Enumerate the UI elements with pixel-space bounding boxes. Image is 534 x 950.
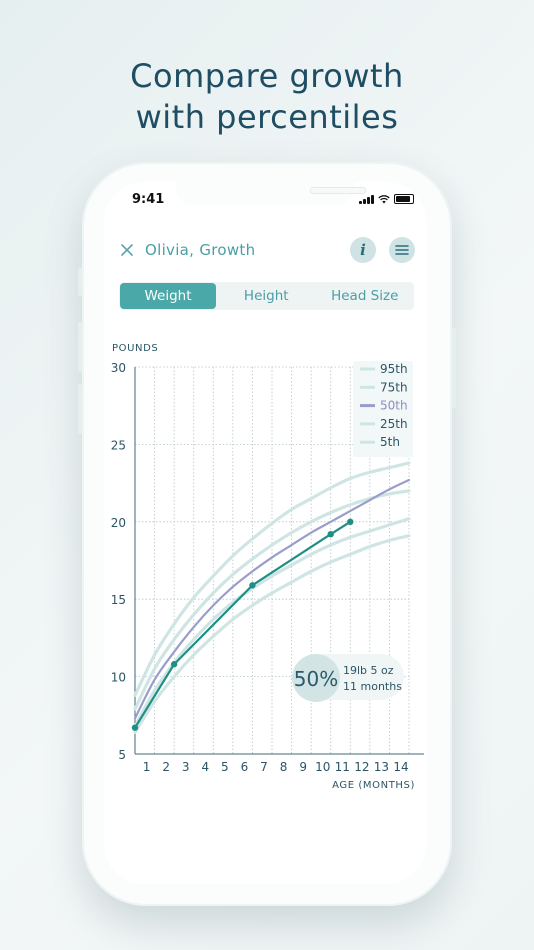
phone-side-button <box>78 384 82 434</box>
hamburger-menu-icon <box>395 245 409 255</box>
phone-side-button <box>78 268 82 296</box>
measurement-tabs: Weight Height Head Size <box>119 282 414 310</box>
x-tick-label: 3 <box>182 760 190 774</box>
x-tick-label: 11 <box>335 760 350 774</box>
top-bar: Olivia, Growth i <box>104 234 426 264</box>
callout-age: 11 months <box>343 680 402 693</box>
child-data-point <box>170 661 178 668</box>
x-tick-label: 7 <box>260 760 268 774</box>
percentile-curve-50th <box>133 478 411 720</box>
y-tick-label: 20 <box>111 516 126 530</box>
x-tick-label: 8 <box>280 760 288 774</box>
x-tick-label: 6 <box>241 760 249 774</box>
percentile-curve-25th <box>133 517 411 728</box>
y-axis-label: POUNDS <box>112 343 158 354</box>
percentile-curve-75th <box>133 489 411 711</box>
page-title: Olivia, Growth <box>145 241 256 259</box>
y-tick-label: 15 <box>111 593 126 607</box>
callout-percent-circle <box>292 654 340 702</box>
headline-line-1: Compare growth <box>130 57 404 95</box>
legend-background <box>353 361 413 457</box>
tab-height[interactable]: Height <box>243 288 289 304</box>
x-tick-label: 12 <box>354 760 369 774</box>
child-data-point <box>327 530 334 538</box>
info-button[interactable]: i <box>350 237 376 263</box>
x-tick-label: 14 <box>393 760 408 774</box>
y-tick-label: 5 <box>118 748 126 762</box>
close-icon[interactable] <box>120 243 134 257</box>
child-data-point <box>131 724 139 731</box>
phone-side-button <box>78 322 82 372</box>
x-tick-label: 5 <box>221 760 229 774</box>
headline-line-2: with percentiles <box>135 98 399 136</box>
percentile-curve-5th <box>133 534 411 734</box>
battery-icon <box>394 194 414 204</box>
legend-label-75th: 75th <box>380 380 408 394</box>
chart-legend: 95th 75th 50th 25th 5th <box>353 361 413 457</box>
x-tick-label: 4 <box>201 760 209 774</box>
y-tick-label: 10 <box>111 671 126 685</box>
x-tick-label: 2 <box>162 760 170 774</box>
x-tick-label: 9 <box>299 760 307 774</box>
wifi-icon <box>378 195 390 204</box>
info-icon: i <box>360 241 366 259</box>
status-icons <box>359 194 414 204</box>
child-growth-line <box>131 518 354 731</box>
percentile-curves <box>133 461 411 734</box>
legend-label-95th: 95th <box>380 362 408 376</box>
x-tick-label: 10 <box>315 760 330 774</box>
callout-weight: 19lb 5 oz <box>343 664 394 677</box>
signal-icon <box>359 195 374 204</box>
legend-label-50th: 50th <box>380 399 408 413</box>
y-tick-label: 25 <box>111 438 126 452</box>
x-tick-label: 13 <box>374 760 389 774</box>
child-data-point <box>347 518 354 525</box>
percentile-callout[interactable]: 50% 19lb 5 oz 11 months <box>292 654 404 702</box>
menu-button[interactable] <box>389 237 415 263</box>
legend-label-5th: 5th <box>380 435 400 449</box>
app-screen: 9:41 Olivia, Growth i Weight Height Head… <box>104 182 426 884</box>
y-tick-label: 30 <box>111 361 126 375</box>
speaker-grill <box>310 187 366 194</box>
phone-notch <box>176 182 366 206</box>
tab-weight[interactable]: Weight <box>120 283 216 309</box>
child-data-point <box>249 582 256 589</box>
x-axis-label: AGE (MONTHS) <box>332 780 415 791</box>
tab-head-size[interactable]: Head Size <box>331 288 399 304</box>
legend-label-25th: 25th <box>380 417 408 431</box>
x-tick-label: 1 <box>143 760 151 774</box>
phone-side-button <box>452 328 456 408</box>
status-time: 9:41 <box>132 192 165 207</box>
growth-chart: 5 10 15 20 25 30 1 2 3 4 5 6 7 8 9 10 11 12 13 14 POUNDS AG… <box>104 332 426 802</box>
callout-percentile: 50% <box>294 667 338 691</box>
percentile-curve-95th <box>133 461 411 697</box>
